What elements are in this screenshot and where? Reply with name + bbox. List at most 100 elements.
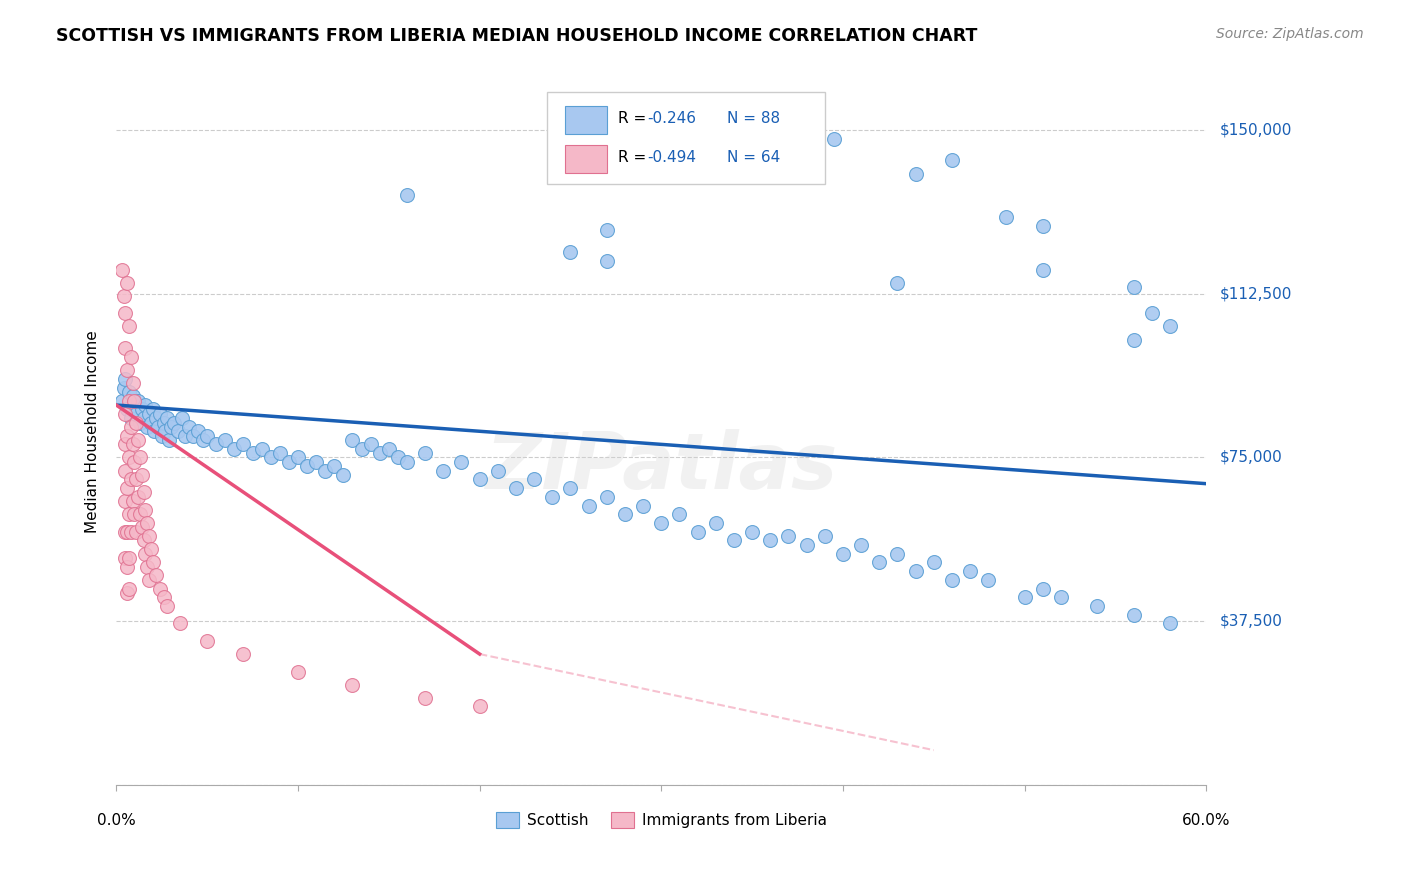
Point	[1085, 599, 1108, 613]
Point	[277, 455, 299, 469]
Point	[136, 420, 159, 434]
Point	[115, 363, 138, 377]
Point	[118, 550, 141, 565]
Point	[131, 520, 153, 534]
Point	[146, 420, 169, 434]
Point	[127, 433, 149, 447]
Point	[977, 573, 1000, 587]
Point	[114, 437, 136, 451]
Point	[486, 464, 509, 478]
Point	[124, 398, 146, 412]
Point	[395, 455, 418, 469]
FancyBboxPatch shape	[547, 92, 825, 184]
Text: $37,500: $37,500	[1220, 614, 1284, 629]
Point	[578, 499, 600, 513]
Point	[128, 450, 150, 465]
Point	[323, 459, 346, 474]
Point	[814, 529, 837, 543]
Point	[149, 582, 172, 596]
Point	[118, 508, 141, 522]
Point	[287, 665, 309, 679]
Point	[120, 411, 142, 425]
Point	[112, 381, 135, 395]
Point	[1050, 591, 1073, 605]
Point	[118, 319, 141, 334]
Y-axis label: Median Household Income: Median Household Income	[86, 330, 100, 533]
Point	[796, 131, 818, 145]
Point	[139, 542, 162, 557]
Point	[759, 533, 782, 548]
Point	[121, 376, 143, 391]
Point	[138, 529, 160, 543]
Point	[342, 433, 364, 447]
Point	[139, 416, 162, 430]
Point	[796, 538, 818, 552]
Point	[686, 524, 709, 539]
Point	[468, 472, 491, 486]
Text: ZIPatlas: ZIPatlas	[485, 429, 838, 505]
Point	[114, 550, 136, 565]
Bar	[565, 106, 607, 135]
Point	[242, 446, 264, 460]
Point	[115, 586, 138, 600]
Point	[115, 559, 138, 574]
Point	[295, 459, 318, 474]
Point	[849, 538, 872, 552]
Point	[118, 582, 141, 596]
Point	[468, 699, 491, 714]
Point	[121, 389, 143, 403]
Point	[523, 472, 546, 486]
Point	[114, 464, 136, 478]
Point	[114, 306, 136, 320]
Point	[156, 411, 179, 425]
Point	[596, 223, 619, 237]
Point	[125, 416, 148, 430]
Point	[596, 253, 619, 268]
Point	[1159, 319, 1181, 334]
Point	[1122, 607, 1144, 622]
Point	[741, 524, 763, 539]
Point	[150, 428, 173, 442]
Point	[115, 402, 138, 417]
Point	[115, 481, 138, 495]
Point	[1140, 306, 1163, 320]
Point	[134, 547, 156, 561]
Point	[127, 490, 149, 504]
Text: N = 88: N = 88	[727, 112, 780, 127]
Point	[132, 533, 155, 548]
Point	[832, 547, 855, 561]
Point	[145, 411, 167, 425]
Point	[904, 167, 927, 181]
Point	[650, 516, 672, 530]
Point	[111, 262, 134, 277]
Point	[159, 420, 181, 434]
Point	[118, 384, 141, 399]
Point	[128, 508, 150, 522]
Text: $75,000: $75,000	[1220, 450, 1282, 465]
Point	[432, 464, 454, 478]
Point	[596, 490, 619, 504]
Point	[260, 450, 283, 465]
Point	[138, 407, 160, 421]
Point	[152, 416, 174, 430]
Point	[332, 467, 354, 482]
Point	[1159, 616, 1181, 631]
Text: -0.246: -0.246	[647, 112, 696, 127]
Point	[132, 411, 155, 425]
Point	[941, 573, 963, 587]
Point	[224, 442, 246, 456]
Point	[886, 276, 908, 290]
Point	[115, 428, 138, 442]
Point	[941, 153, 963, 168]
Point	[868, 555, 890, 569]
Point	[922, 555, 945, 569]
Text: $112,500: $112,500	[1220, 286, 1292, 301]
Point	[959, 564, 981, 578]
Point	[157, 433, 180, 447]
Point	[121, 494, 143, 508]
Point	[152, 591, 174, 605]
Point	[193, 433, 215, 447]
Point	[378, 442, 401, 456]
Point	[112, 289, 135, 303]
Point	[205, 437, 228, 451]
